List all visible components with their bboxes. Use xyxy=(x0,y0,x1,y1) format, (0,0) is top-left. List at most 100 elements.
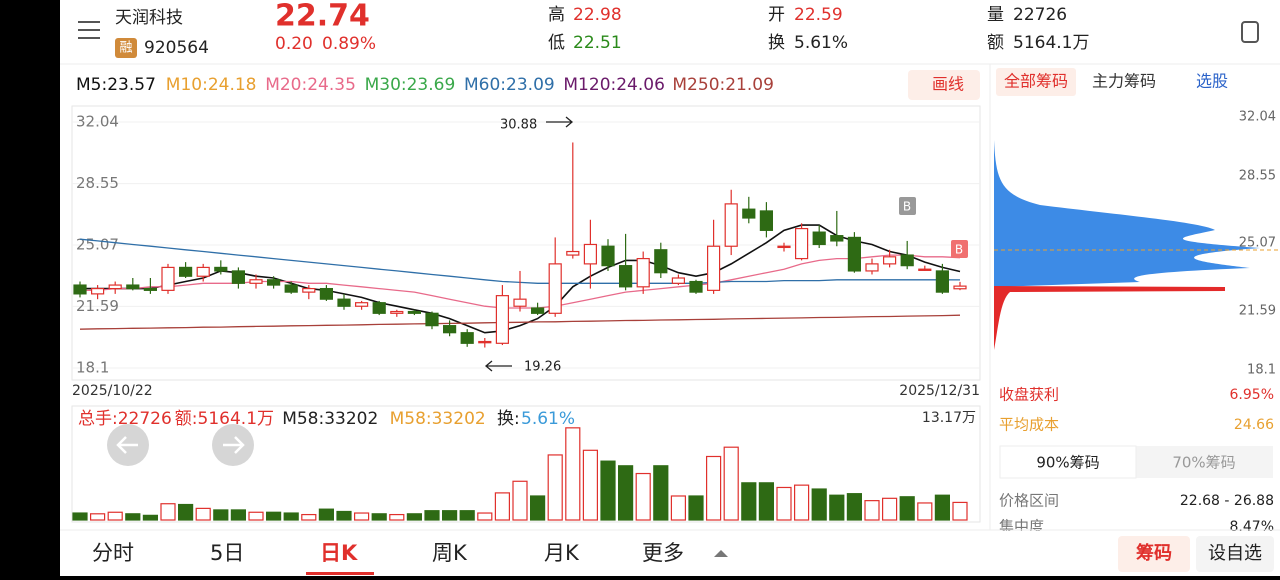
volume-bar xyxy=(371,513,387,521)
tab[interactable]: 月K xyxy=(544,541,580,565)
watch-button-bg[interactable] xyxy=(1196,536,1274,572)
volume-bar xyxy=(952,501,968,521)
candle-body xyxy=(372,302,386,314)
draw-button-bg[interactable] xyxy=(908,70,980,100)
candle-body xyxy=(214,266,228,272)
y-tick-label: 28.55 xyxy=(76,174,119,192)
volume-bar xyxy=(424,510,440,521)
candle-body xyxy=(495,295,509,344)
more-caret[interactable] xyxy=(714,550,728,557)
chip-tab-active-bg[interactable] xyxy=(996,68,1076,96)
turnover: 5.61% xyxy=(794,33,848,53)
stock-code: 920564 xyxy=(144,38,209,58)
volume-bar xyxy=(582,449,599,521)
prev-arrow xyxy=(116,436,138,454)
ma-label: M20:24.35 xyxy=(265,75,356,95)
candle-body xyxy=(724,203,738,247)
chip-tick-label: 32.04 xyxy=(1239,110,1276,125)
candle-body xyxy=(196,266,210,277)
annotation-high: 30.88 xyxy=(500,118,537,133)
chip-tab[interactable]: 全部筹码 xyxy=(1004,72,1068,91)
candle-body xyxy=(548,263,562,314)
next-arrow xyxy=(223,436,245,454)
sub-tab[interactable]: 70%筹码 xyxy=(1172,454,1235,472)
candle-body xyxy=(355,302,369,307)
button[interactable]: 筹码 xyxy=(1136,542,1172,564)
fullscreen-icon[interactable] xyxy=(1241,21,1259,43)
volume-bar xyxy=(195,507,211,521)
volume-bar xyxy=(389,513,405,521)
chip-tab[interactable]: 选股 xyxy=(1196,72,1228,91)
b-marker: B xyxy=(903,200,911,214)
tab[interactable]: 周K xyxy=(432,541,468,565)
volume-bar xyxy=(547,454,563,521)
candle-body xyxy=(530,307,545,314)
candle-body xyxy=(794,227,809,260)
volume-bar xyxy=(213,509,229,521)
draw-button[interactable]: 画线 xyxy=(932,75,964,94)
ma-label: M5:23.57 xyxy=(76,75,156,95)
volume-bar xyxy=(881,497,898,521)
volume-bar xyxy=(846,493,863,521)
candle-body xyxy=(161,266,175,291)
volume-bar xyxy=(723,446,739,521)
volume-bar xyxy=(406,513,422,521)
volume-bar xyxy=(617,465,634,521)
tab[interactable]: 日K xyxy=(320,541,358,565)
candle-body xyxy=(918,268,932,271)
volume-tick-label: 13.17万 xyxy=(922,410,976,426)
amount: 5164.1万 xyxy=(1013,33,1089,53)
header: 天润科技 融 920564 22.74 0.20 0.89% 高 22.98 低… xyxy=(78,0,1259,58)
candle-body xyxy=(654,249,668,274)
open: 22.59 xyxy=(794,5,843,25)
volume-bar xyxy=(811,488,827,521)
candle-body xyxy=(830,235,844,242)
sub-tab[interactable]: 90%筹码 xyxy=(1036,454,1099,472)
arrow xyxy=(484,360,512,372)
volume-bar xyxy=(899,496,915,521)
chip-tab[interactable]: 主力筹码 xyxy=(1092,72,1156,91)
volume-bar xyxy=(512,480,528,521)
volume-label: 量 xyxy=(987,5,1004,25)
arrow xyxy=(546,116,574,128)
tab[interactable]: 分时 xyxy=(92,541,134,565)
button[interactable]: 设自选 xyxy=(1208,543,1262,564)
sub-tab-active[interactable] xyxy=(999,445,1137,479)
chip-button-bg[interactable] xyxy=(1118,536,1190,572)
tab[interactable]: 5日 xyxy=(210,541,244,565)
high-label: 高 xyxy=(548,5,565,25)
volume-bar xyxy=(670,495,687,521)
chip-tick-label: 21.59 xyxy=(1239,304,1276,319)
volume-bar xyxy=(917,502,933,521)
menu-icon[interactable] xyxy=(78,21,100,39)
volume-bar xyxy=(829,494,845,521)
volume-header: M58:33202 xyxy=(390,409,486,429)
ma-label: M120:24.06 xyxy=(563,75,665,95)
price: 22.74 xyxy=(275,0,370,34)
badge-bg xyxy=(115,38,137,58)
candle-body xyxy=(90,287,105,295)
high: 22.98 xyxy=(573,5,622,25)
volume-bar xyxy=(934,494,951,521)
ma-label: M250:21.09 xyxy=(672,75,774,95)
volume-bar xyxy=(565,427,581,521)
candle-body xyxy=(865,263,879,272)
chip-panel xyxy=(989,64,1280,530)
b-marker: B xyxy=(955,243,963,257)
candle-body xyxy=(478,340,492,344)
chip-tick-label: 25.07 xyxy=(1239,236,1276,251)
volume-bar xyxy=(283,512,299,521)
open-label: 开 xyxy=(768,5,785,25)
candle-body xyxy=(671,277,686,284)
chip-label: 平均成本 xyxy=(999,416,1059,434)
low: 22.51 xyxy=(573,33,622,53)
tab[interactable]: 更多 xyxy=(642,541,684,565)
volume-bar xyxy=(72,512,88,521)
volume-bar xyxy=(442,510,458,521)
candle-body xyxy=(249,279,263,284)
date-end: 2025/12/31 xyxy=(899,383,980,399)
candle-body xyxy=(759,210,774,231)
volume-bar xyxy=(459,510,475,521)
candle-body xyxy=(126,284,140,290)
chip-value: 6.95% xyxy=(1230,387,1274,403)
